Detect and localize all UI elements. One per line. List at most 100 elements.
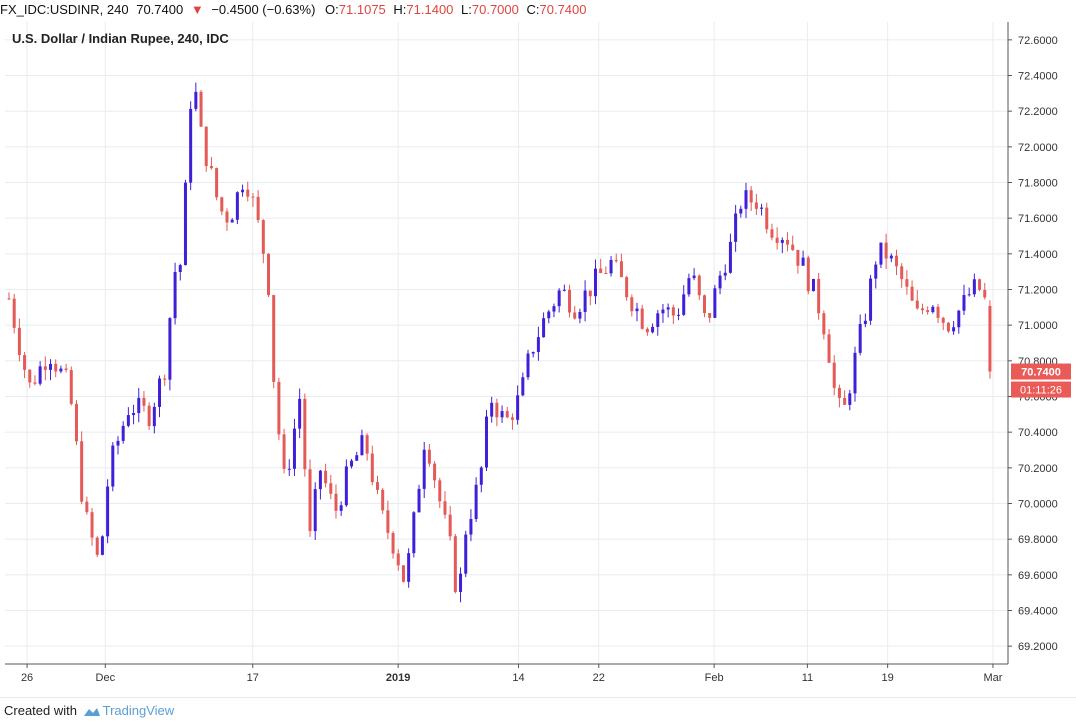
candle [324, 463, 328, 488]
candle-body [702, 295, 706, 314]
candle [33, 375, 37, 386]
candle [640, 304, 644, 330]
candle-body [90, 512, 94, 538]
candle-body [604, 273, 608, 275]
tradingview-logo-icon [83, 707, 100, 716]
candle [121, 421, 125, 444]
y-tick-label: 72.0000 [1018, 142, 1058, 154]
candle-body [957, 310, 961, 328]
countdown-tag [1011, 381, 1071, 398]
symbol-label[interactable]: FX_IDC:USDINR, 240 [0, 2, 129, 17]
candle-body [853, 352, 857, 394]
candle [718, 270, 722, 295]
candle [137, 387, 141, 423]
candle [391, 531, 395, 559]
candle-body [905, 279, 909, 287]
candle-body [479, 467, 483, 485]
candle-body [542, 318, 546, 338]
candle-body [396, 553, 400, 566]
candle [682, 285, 686, 316]
candle-body [718, 275, 722, 289]
candle [879, 242, 883, 268]
candle-body [521, 377, 525, 396]
candle-body [770, 229, 774, 238]
candle-body [692, 275, 696, 279]
candle [578, 308, 582, 324]
tradingview-brand[interactable]: TradingView [102, 703, 175, 718]
candle-body [272, 295, 276, 382]
candle-body [375, 482, 379, 490]
candle [17, 318, 21, 362]
candle [292, 418, 296, 477]
candle-body [261, 220, 265, 254]
candle [199, 90, 203, 128]
candle-body [350, 460, 354, 467]
candle-body [95, 537, 99, 555]
candle [708, 313, 712, 323]
last-price-tag-label: 70.7400 [1021, 367, 1061, 379]
candle-body [163, 378, 167, 380]
candle-body [427, 449, 431, 464]
candle [126, 407, 130, 428]
candle-body [246, 189, 250, 197]
candle-body [744, 190, 748, 209]
candle-body [926, 310, 930, 313]
candle [95, 536, 99, 558]
candle [780, 237, 784, 254]
candle-body [526, 353, 530, 378]
candle [526, 349, 530, 380]
candle [687, 273, 691, 297]
candle-body [74, 403, 78, 442]
candle-body [651, 326, 655, 333]
candle-body [630, 297, 634, 312]
candle-body [568, 289, 572, 313]
x-tick-label: 2019 [386, 672, 410, 684]
candle [889, 253, 893, 263]
candle [69, 366, 73, 406]
candle [453, 533, 457, 594]
candle-body [344, 466, 348, 506]
candle-body [100, 536, 104, 555]
candle-body [292, 428, 296, 469]
candle-body [837, 387, 841, 398]
candle-body [277, 381, 281, 435]
candles [7, 82, 992, 603]
candle-body [843, 397, 847, 405]
symbol-header: FX_IDC:USDINR, 240 70.7400 ▼ −0.4500 (−0… [0, 0, 1076, 22]
candle [484, 410, 488, 472]
candle-body [189, 108, 193, 183]
candle-body [199, 91, 203, 127]
candle [905, 270, 909, 295]
price-tags: 70.7400 01:11:26 [1011, 363, 1071, 398]
candle [370, 445, 374, 486]
candle [734, 204, 738, 252]
candle-body [152, 406, 156, 427]
candle-body [780, 239, 784, 243]
close-label: C: [526, 2, 540, 17]
candle-body [962, 295, 966, 311]
candle [163, 374, 167, 386]
candle [433, 461, 437, 489]
candle-body [448, 514, 452, 537]
candle [220, 196, 224, 216]
candle [178, 263, 182, 281]
candle-body [588, 290, 592, 297]
candle [500, 405, 504, 423]
x-tick-label: 22 [593, 672, 605, 684]
candle [38, 361, 42, 386]
candle-body [251, 196, 255, 198]
candle-body [573, 312, 577, 319]
candle-body [230, 219, 234, 223]
close-value: 70.7400 [539, 2, 587, 17]
candle [536, 326, 540, 361]
candle-body [625, 277, 629, 298]
candle-body [495, 402, 499, 418]
candle-body [863, 320, 867, 325]
price-chart[interactable]: 72.6000 72.4000 72.2000 72.0000 71.8000 71.60… [0, 22, 1076, 698]
candle [459, 567, 463, 603]
candle-body [713, 288, 717, 318]
candle [562, 284, 566, 292]
candle-body [235, 192, 239, 220]
candle-body [915, 300, 919, 309]
candle [251, 193, 255, 207]
